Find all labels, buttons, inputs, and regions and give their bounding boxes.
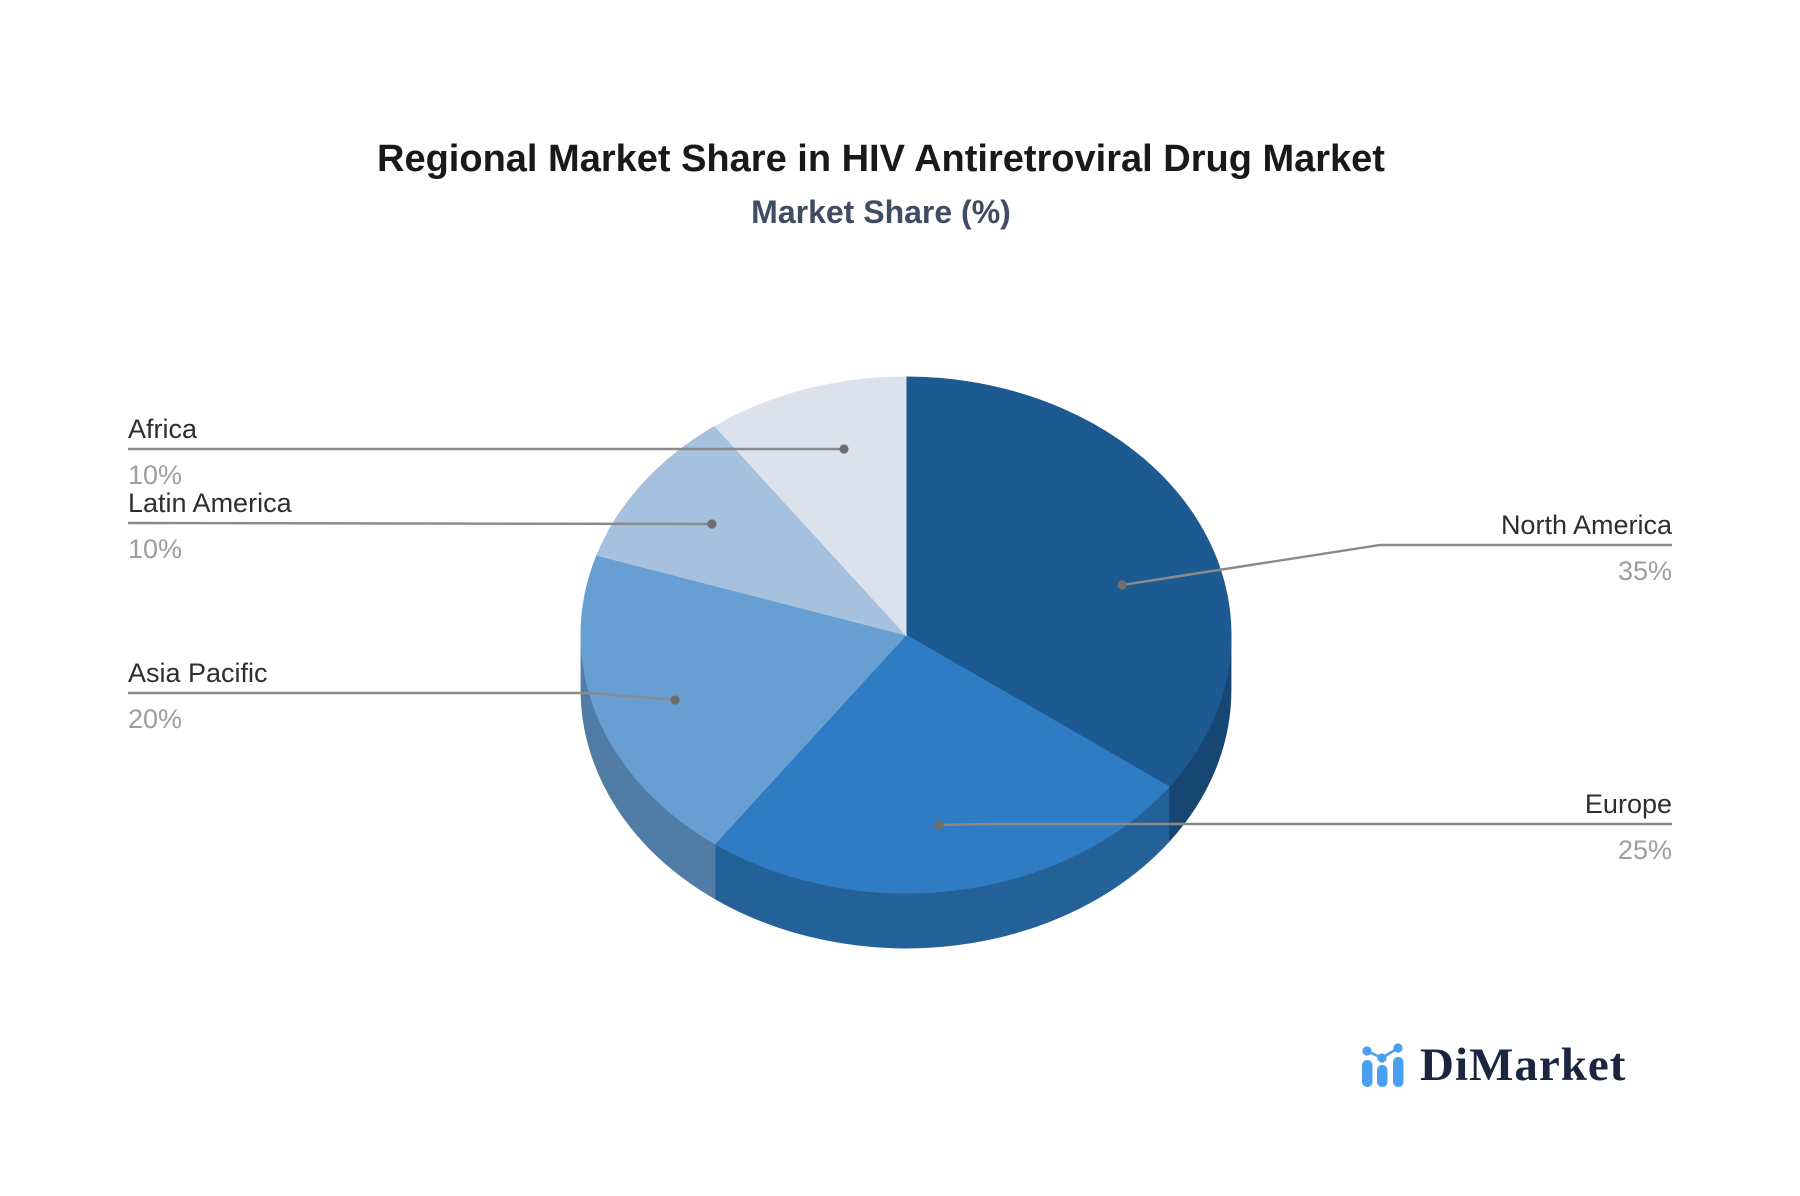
pie-slice-africa[interactable] <box>714 376 907 637</box>
chart-title: Regional Market Share in HIV Antiretrovi… <box>377 138 1385 180</box>
slice-name: Africa <box>128 414 198 444</box>
slice-name: Asia Pacific <box>128 658 268 688</box>
slice-percent: 10% <box>128 534 183 564</box>
connector-dot-latin-america <box>707 519 717 529</box>
pie-slice-latin-america[interactable] <box>596 425 908 636</box>
brand-chart-icon <box>1362 1043 1404 1087</box>
connector-dot-north-america <box>1117 580 1127 590</box>
connector-dot-africa <box>839 444 849 454</box>
label-connector-europe <box>938 822 1672 827</box>
slice-percent: 35% <box>1617 556 1672 586</box>
label-connector-asia-pacific <box>128 691 676 702</box>
slice-label-europe: Europe 25% <box>1112 787 1672 867</box>
chart-subtitle: Market Share (%) <box>751 194 1011 230</box>
slice-percent: 20% <box>128 704 183 734</box>
label-connector-north-america <box>1121 543 1672 587</box>
slice-label-north-america: North America 35% <box>1112 508 1672 588</box>
connector-dot-asia-pacific <box>670 695 680 705</box>
pie-slice-north-america[interactable] <box>905 376 1232 788</box>
slice-percent: 25% <box>1617 835 1672 865</box>
slice-name: North America <box>1500 510 1672 540</box>
connector-dot-europe <box>934 820 944 830</box>
brand-name: DiMarket <box>1420 1039 1627 1091</box>
slice-label-africa: Africa 10% <box>128 412 688 492</box>
slice-name: Latin America <box>128 488 292 518</box>
slice-percent: 10% <box>128 460 183 490</box>
slice-label-asia-pacific: Asia Pacific 20% <box>128 656 688 736</box>
slice-label-latin-america: Latin America 10% <box>128 486 688 566</box>
label-connector-latin-america <box>127 521 713 526</box>
pie-slice-asia-pacific[interactable] <box>580 554 907 845</box>
slice-name: Europe <box>1584 789 1672 819</box>
brand-logo: DiMarket <box>1360 1038 1626 1092</box>
